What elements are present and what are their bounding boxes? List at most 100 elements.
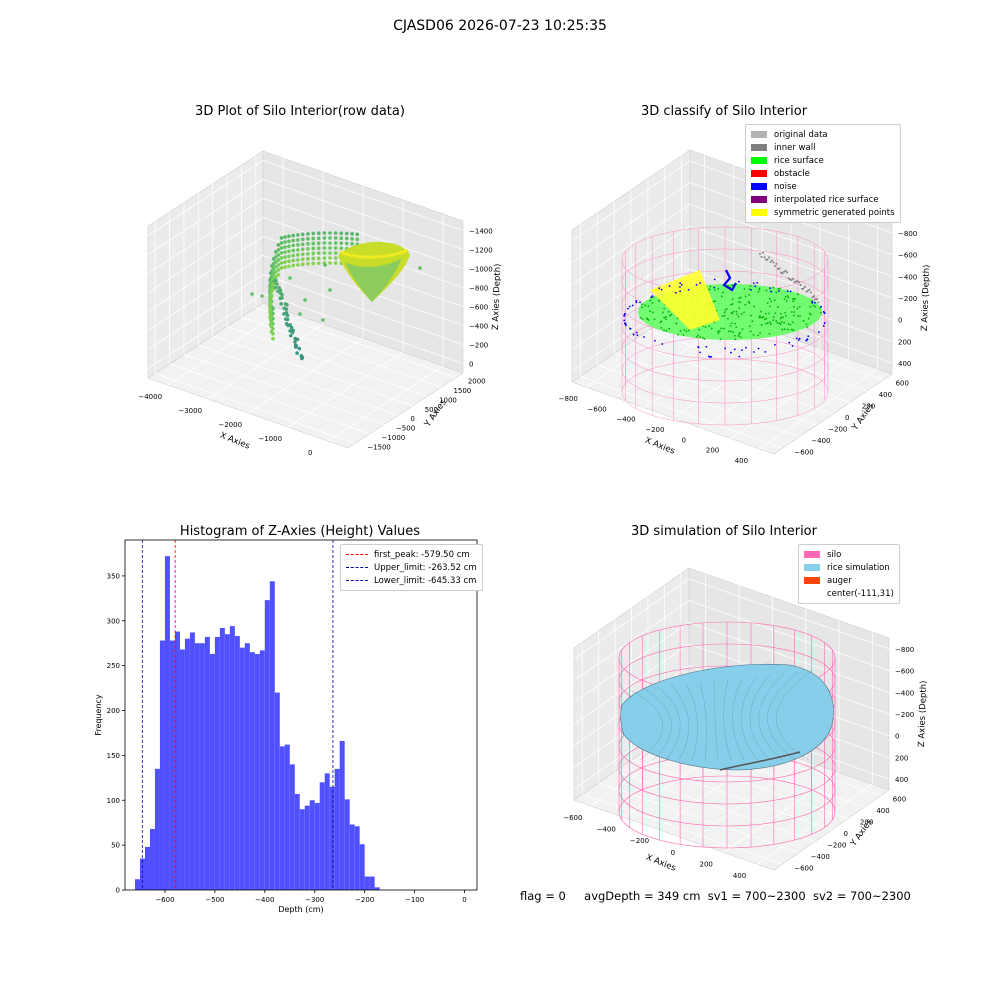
y-tick-label: 2000 [468,378,486,386]
x-tick-label: 0 [462,896,466,904]
wall-point [774,265,776,268]
legend-item-rice-surface: rice surface [751,154,895,167]
data-point [316,256,321,261]
z-axis-label: Z Axies (Depth) [491,263,503,330]
histogram-bar [254,653,260,890]
z-tick-label: 400 [895,776,908,784]
histogram-bar [314,802,320,890]
noise-point [741,349,743,352]
data-point [289,325,294,330]
wall-point [813,295,815,298]
rice-point [820,311,822,314]
rice-point [749,285,752,287]
z-tick-label: −1200 [469,247,493,255]
data-point [333,246,338,250]
data-point [291,253,296,258]
data-point [260,294,264,298]
rice-point [721,315,724,317]
noise-point [679,290,682,293]
x-tick-label: 0 [671,849,675,857]
noise-point [786,290,789,293]
noise-point [797,339,800,341]
rice-point [677,333,679,336]
rice-point [785,314,787,317]
data-point [316,251,321,256]
rice-point [783,298,786,300]
rice-point [717,287,719,290]
rice-point [802,320,805,322]
rice-point [667,310,670,313]
legend-label: obstacle [774,168,810,179]
rice-point [774,312,777,315]
rice-point [793,311,796,313]
data-point [295,351,299,355]
z-tick-label: −400 [895,689,914,697]
y-tick-label: 400 [879,391,892,399]
data-point [283,260,287,264]
rice-point [644,304,647,307]
data-point [285,317,290,322]
rice-point [688,329,690,332]
rice-point [668,327,671,330]
rice-point [761,316,763,319]
noise-point [695,283,698,286]
rice-point [739,301,742,304]
legend-swatch [751,131,767,138]
noise-cluster [722,269,737,292]
x-tick-label: 200 [700,861,713,869]
rice-point [725,307,728,310]
rice-point [660,326,663,329]
figure-title: CJASD06 2026-07-23 10:25:35 [393,18,607,34]
mesh-line [767,671,799,761]
histogram-bar [159,640,165,890]
data-point [279,246,284,250]
rice-point [780,316,783,319]
legend-swatch [751,157,767,164]
histogram-bar [374,887,380,890]
noise-point [753,351,755,353]
rice-point [647,319,650,321]
data-point [344,231,349,236]
rice-point [736,313,738,316]
data-point [269,329,274,334]
legend-item-auger: auger [804,574,894,587]
wall-point [759,252,761,255]
rice-point [768,312,770,315]
rice-point [723,311,726,314]
rice-point [792,329,795,332]
rice-point [805,323,808,326]
histogram-bar [179,649,185,890]
mesh-line [732,677,745,761]
rice-point [730,322,733,325]
rice-point [658,300,660,302]
data-point [291,238,296,243]
data-point [250,292,254,296]
histogram-title: Histogram of Z-Axies (Height) Values [179,524,421,539]
noise-point [750,289,753,291]
histogram-bar [294,793,300,890]
y-tick-label: 600 [896,380,909,388]
rice-point [775,291,778,294]
rice-point [790,311,793,313]
raw-plot-title: 3D Plot of Silo Interior(row data) [195,104,405,119]
rice-point [665,329,668,332]
mesh-line [671,685,690,761]
legend-label: rice simulation [827,562,890,573]
y-tick-label: 0 [845,414,849,422]
legend-swatch [751,170,767,177]
rice-point [765,289,768,292]
data-point [283,265,287,269]
histogram-bar [164,556,170,890]
rice-point [720,295,723,298]
rice-point [703,337,706,340]
noise-point [756,281,759,284]
legend-line [346,567,368,568]
data-point [279,256,284,260]
rice-point [665,318,668,321]
legend-label: interpolated rice surface [774,194,879,205]
rice-point [766,322,769,324]
x-tick-label: −4000 [138,393,162,401]
flag-text: flag = 0 [520,889,566,903]
